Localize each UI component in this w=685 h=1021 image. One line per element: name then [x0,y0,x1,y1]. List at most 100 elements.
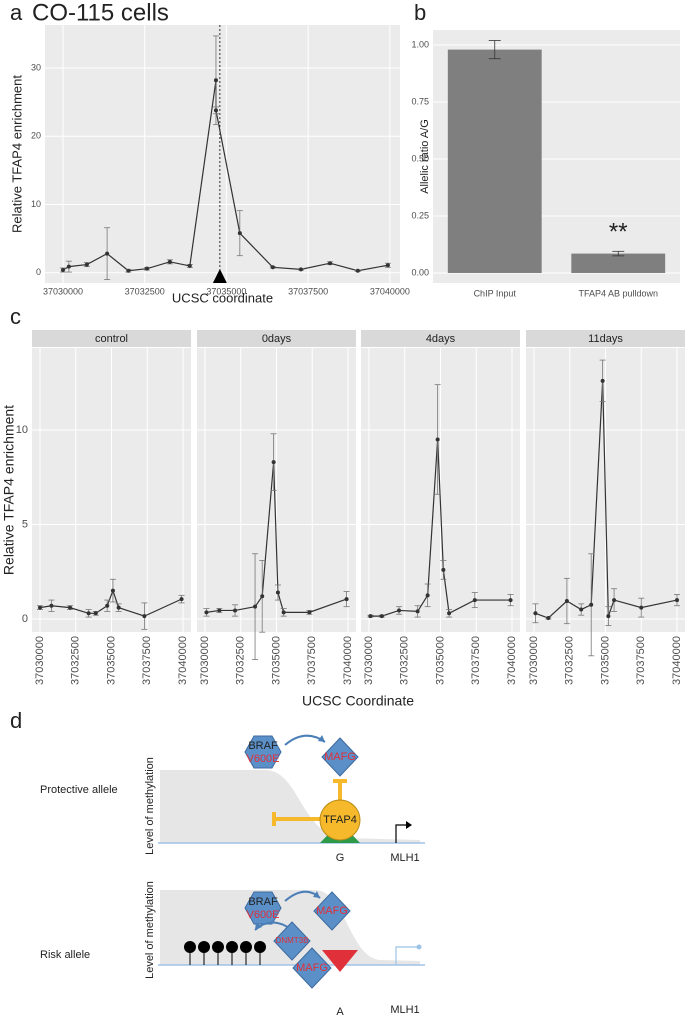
y-tick-label: 0.50 [411,153,429,163]
facet-label: control [95,333,128,345]
x-tick-label: TFAP4 AB pulldown [578,288,658,298]
bar [571,253,666,273]
facet-label: 0days [262,333,292,345]
facet-label: 4days [426,333,456,345]
data-point [307,610,312,615]
data-point [93,611,98,616]
data-point [344,597,349,602]
data-point [84,262,89,267]
gene-label: MLH1 [390,1004,419,1016]
y-tick-label: 5 [22,518,28,530]
allele-label: Risk allele [40,949,90,961]
error-bar [488,40,501,60]
x-tick-label: 37035000 [599,636,611,685]
plot-background [45,25,400,283]
diagram: d Protective allele Level of methylation… [10,708,425,1018]
data-point [441,567,446,572]
data-point [237,231,242,236]
y-tick-label: 0 [36,267,41,277]
x-tick-label: 37040000 [671,636,683,685]
braf-label: BRAF [248,740,278,752]
allele-base: G [336,852,345,864]
data-line [370,439,511,617]
y-tick-label: 30 [31,62,41,72]
arrowhead [255,922,262,930]
x-tick-label: 37035000 [206,286,246,296]
data-point [600,378,605,383]
mutation-label: V600E [246,909,279,921]
data-point [271,460,276,465]
mutation-label: V600E [246,753,279,765]
x-tick-label: 37037500 [306,636,318,685]
panel-letter: a [10,0,23,25]
data-point [546,616,551,621]
tfap4-circle [319,799,361,841]
data-point [49,603,54,608]
data-point [397,608,402,613]
data-point [639,605,644,610]
data-point [298,267,303,272]
x-tick-label: ChIP Input [474,288,517,298]
x-tick-label: 37037500 [288,286,328,296]
mafg-diamond [321,737,359,777]
data-point [142,614,147,619]
x-tick-label: 37030000 [43,286,83,296]
y-tick-label: 10 [16,424,28,436]
dnmt-diamond [273,921,311,961]
data-point [674,598,679,603]
tfap4-label: TFAP4 [323,814,357,826]
y-tick-label: 10 [31,199,41,209]
x-tick-label: 37030000 [199,636,211,685]
data-point [38,605,43,610]
data-point [204,610,209,615]
data-line [62,80,389,272]
mafg-diamond [292,947,332,989]
data-point [86,611,91,616]
x-tick-label: 37037500 [470,636,482,685]
facet-label: 11days [588,333,623,345]
data-line [39,588,182,617]
data-point [508,598,513,603]
data-point [60,268,65,273]
allele-label: Protective allele [40,784,118,796]
x-tick-label: 37040000 [370,286,410,296]
panel-letter: d [10,708,22,733]
arrowhead [313,891,320,898]
facet-strip [526,330,685,347]
reference-marker [212,269,227,283]
dnmt-label: DNMT3B [276,936,309,945]
x-tick-label: 37037500 [635,636,647,685]
data-point [260,594,265,599]
x-tick-label: 37032500 [70,636,82,685]
x-tick-label: 37030000 [528,636,540,685]
gene-label: MLH1 [390,852,419,864]
axis-label: Level of methylation [144,881,156,979]
allele-base: A [336,1006,344,1018]
mafg-diamond [313,891,351,931]
methyl-dots [184,941,266,953]
braf-label: BRAF [248,896,278,908]
data-point [253,604,258,609]
error-bar [612,250,625,257]
data-point [105,251,110,256]
braf-hexagon [244,735,282,769]
x-tick-label: 37035000 [270,636,282,685]
data-point [355,268,360,273]
data-point [612,598,617,603]
data-point [425,593,430,598]
data-point [472,598,477,603]
x-tick-label: 37035000 [434,636,446,685]
facet-strip [361,330,520,347]
data-point [270,265,275,270]
data-point [213,108,218,113]
data-point [589,602,594,607]
tss-arrow [395,946,418,965]
x-axis-label: UCSC Coordinate [302,693,414,709]
data-point [447,611,452,616]
mafg-label: MAFG [324,751,356,763]
data-line [535,380,678,619]
panel-letter: b [414,0,426,25]
data-point [179,597,184,602]
data-point [579,607,584,612]
